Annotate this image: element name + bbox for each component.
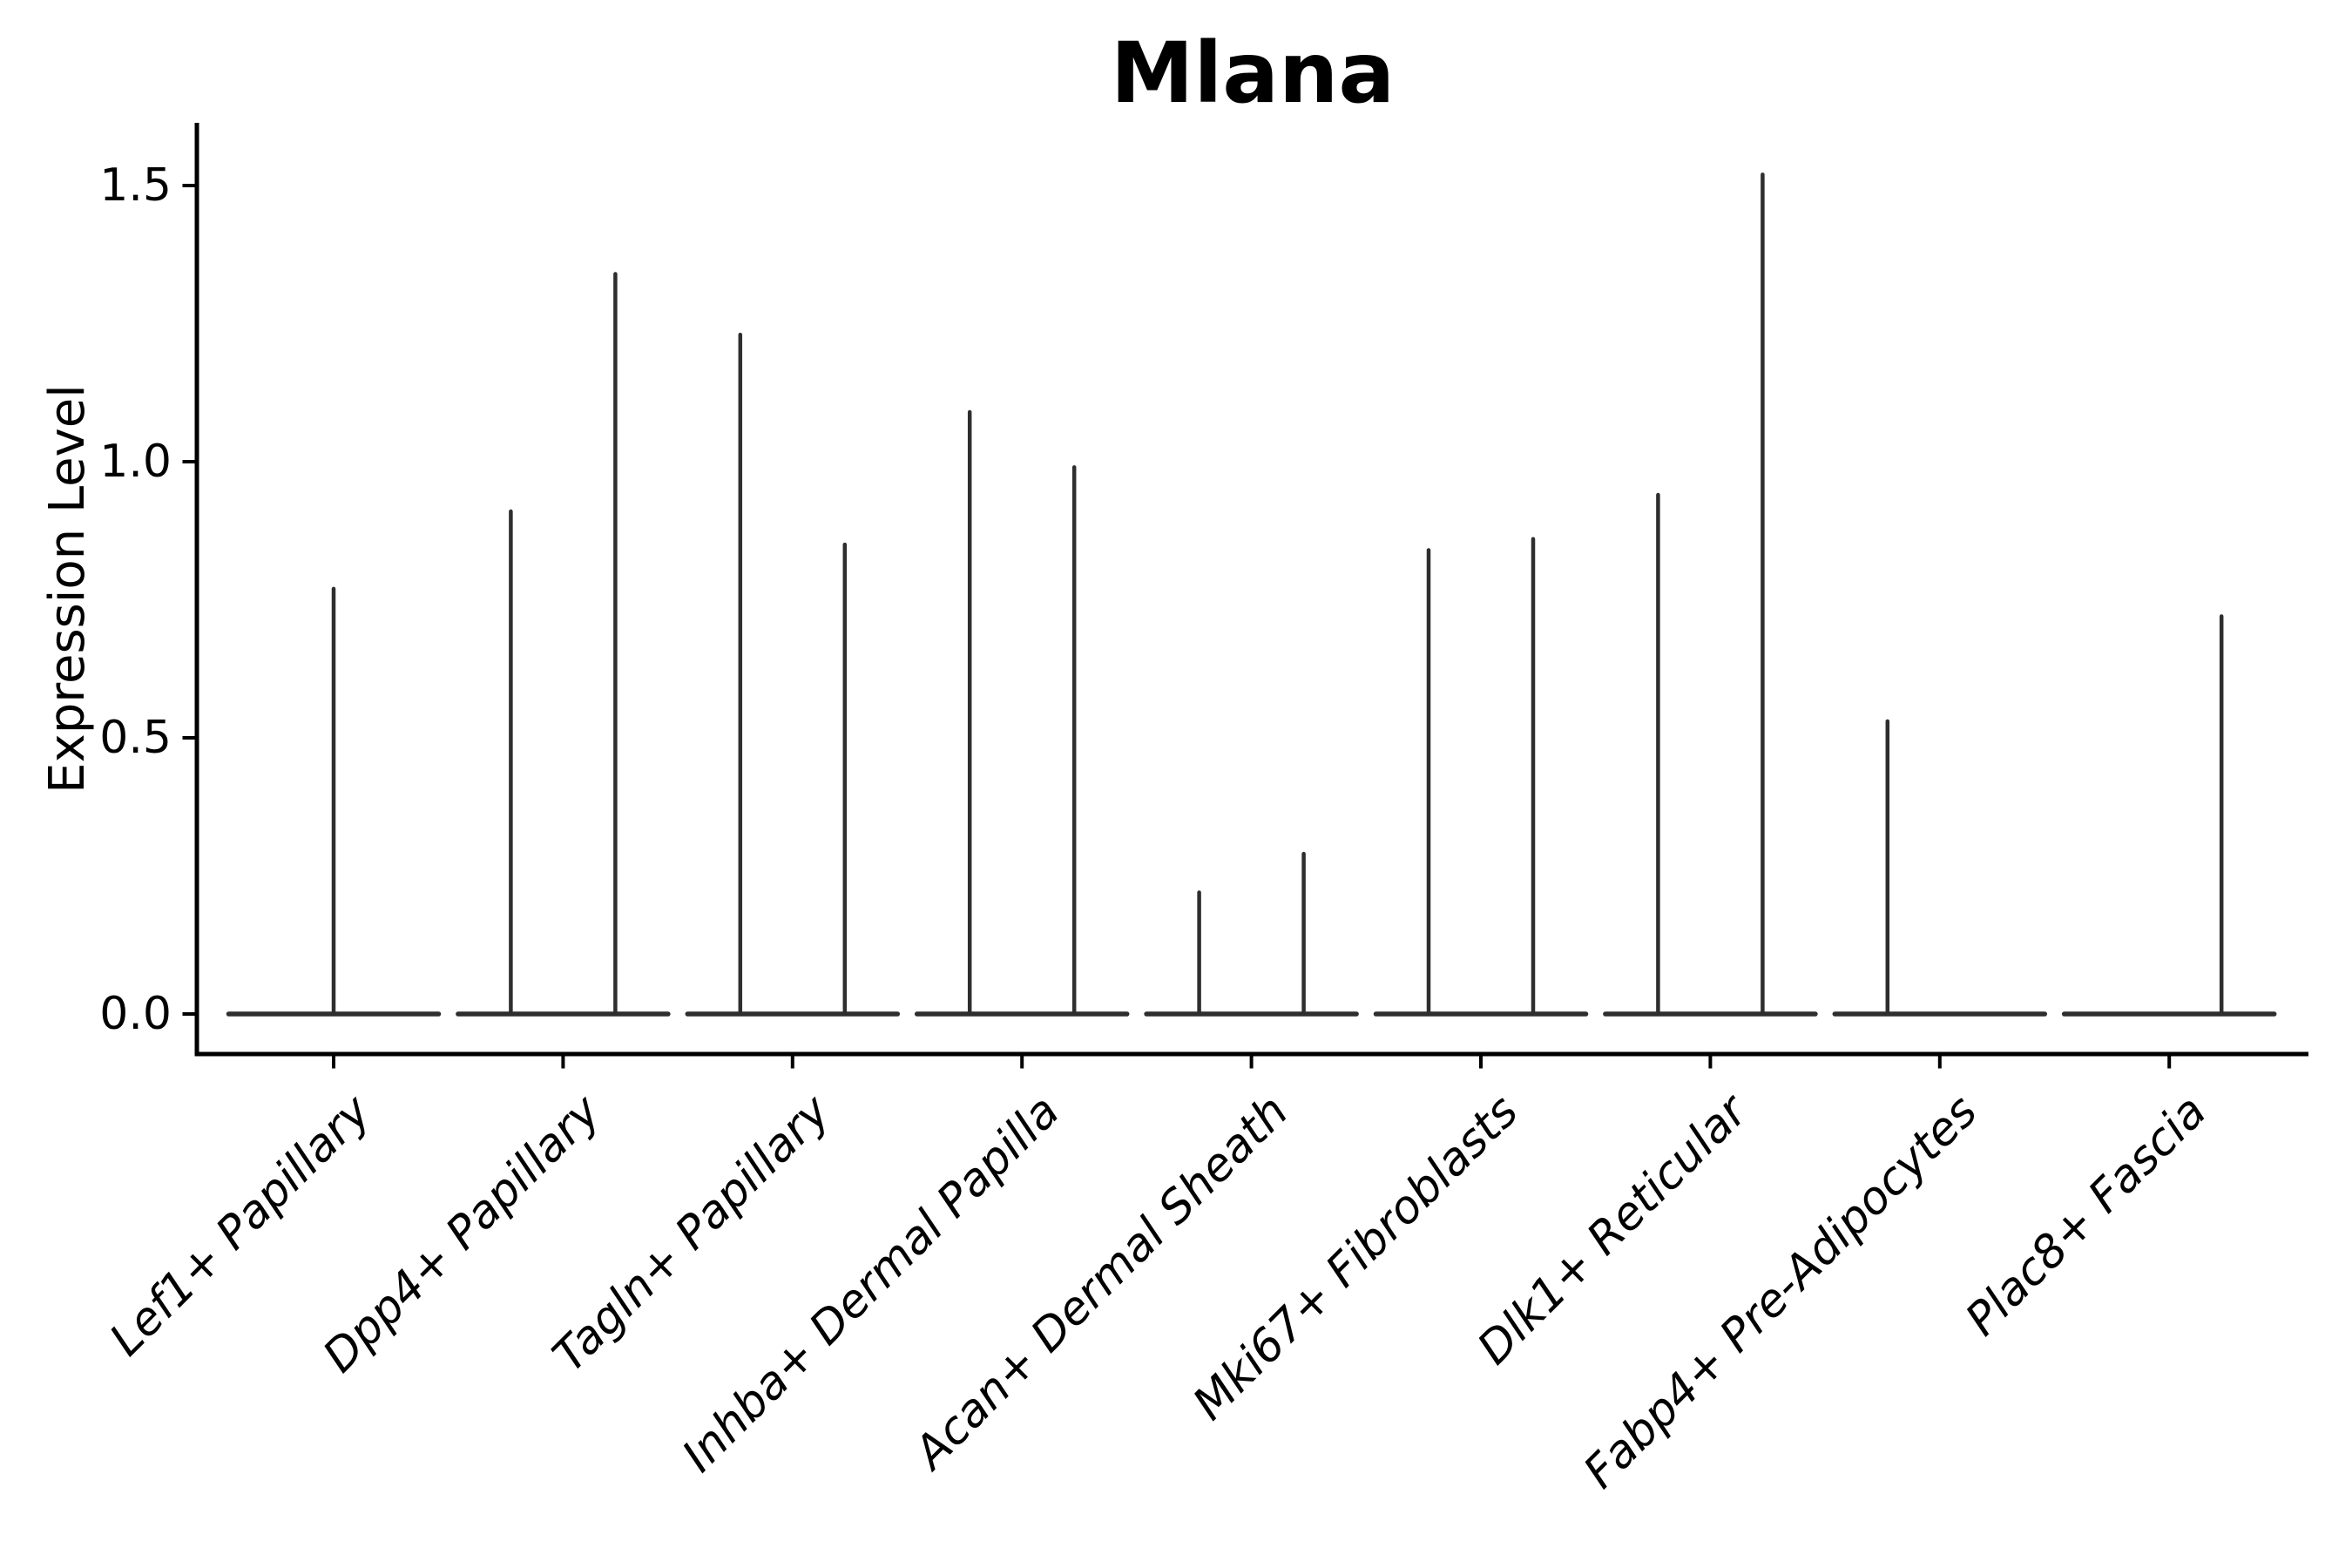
y-tick-label: 0.5	[99, 712, 172, 764]
y-tick-label: 1.0	[99, 436, 172, 488]
chart-title: Mlana	[1110, 24, 1396, 122]
y-tick-label: 1.5	[99, 159, 172, 212]
y-tick-label: 0.0	[99, 988, 172, 1040]
